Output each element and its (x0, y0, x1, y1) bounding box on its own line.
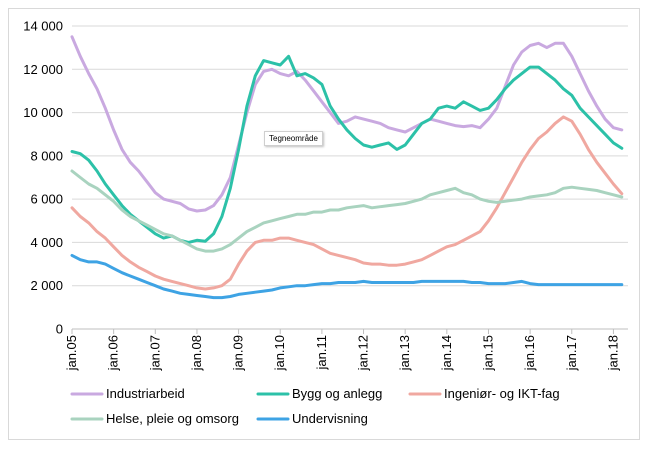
legend-label: Ingeniør- og IKT-fag (444, 386, 560, 401)
x-tick-label: jan.08 (189, 335, 204, 371)
y-tick-label: 2 000 (30, 278, 63, 293)
x-tick-label: jan.12 (356, 335, 371, 371)
y-tick-label: 14 000 (23, 19, 63, 34)
y-tick-label: 4 000 (30, 235, 63, 250)
x-axis: jan.05 jan.06 jan.07 jan.08 jan.09 jan.10 jan.… (64, 328, 628, 371)
grid-lines (72, 25, 628, 287)
legend-label: Helse, pleie og omsorg (106, 411, 239, 426)
x-tick-label: jan.10 (272, 335, 287, 371)
x-tick-label: jan.11 (314, 335, 329, 370)
y-tick-label: 6 000 (30, 192, 63, 207)
series-line-2 (70, 115, 624, 291)
x-tick-label: jan.07 (147, 335, 162, 371)
series-line-3 (70, 169, 624, 253)
x-tick-label: jan.05 (64, 335, 79, 371)
series-line-1 (70, 54, 624, 244)
series-lines (70, 35, 624, 300)
chart-frame (8, 8, 640, 440)
x-tick-label: jan.06 (106, 335, 121, 371)
y-tick-label: 12 000 (23, 62, 63, 77)
x-tick-label: jan.18 (605, 335, 620, 371)
legend-label: Industriarbeid (106, 386, 185, 401)
x-tick-label: jan.14 (439, 335, 454, 371)
series-line-0 (70, 35, 624, 213)
x-tick-label: jan.13 (397, 335, 412, 371)
y-tick-label: 0 (56, 322, 63, 337)
x-tick-label: jan.17 (564, 335, 579, 371)
y-tick-label: 8 000 (30, 148, 63, 163)
x-tick-label: jan.16 (522, 335, 537, 371)
x-tick-label: jan.09 (231, 335, 246, 371)
legend-label: Undervisning (292, 411, 368, 426)
x-tick-label: jan.15 (480, 335, 495, 371)
y-tick-label: 10 000 (23, 105, 63, 120)
legend-label: Bygg og anlegg (292, 386, 382, 401)
series-line-4 (70, 253, 624, 300)
legend: Industriarbeid Bygg og anlegg Ingeniør- og… (70, 386, 560, 426)
y-axis: 0 2 000 4 000 6 000 8 000 10 000 12 000 14 000 (23, 19, 63, 337)
plot-area-tooltip: Tegneområde (264, 131, 323, 146)
